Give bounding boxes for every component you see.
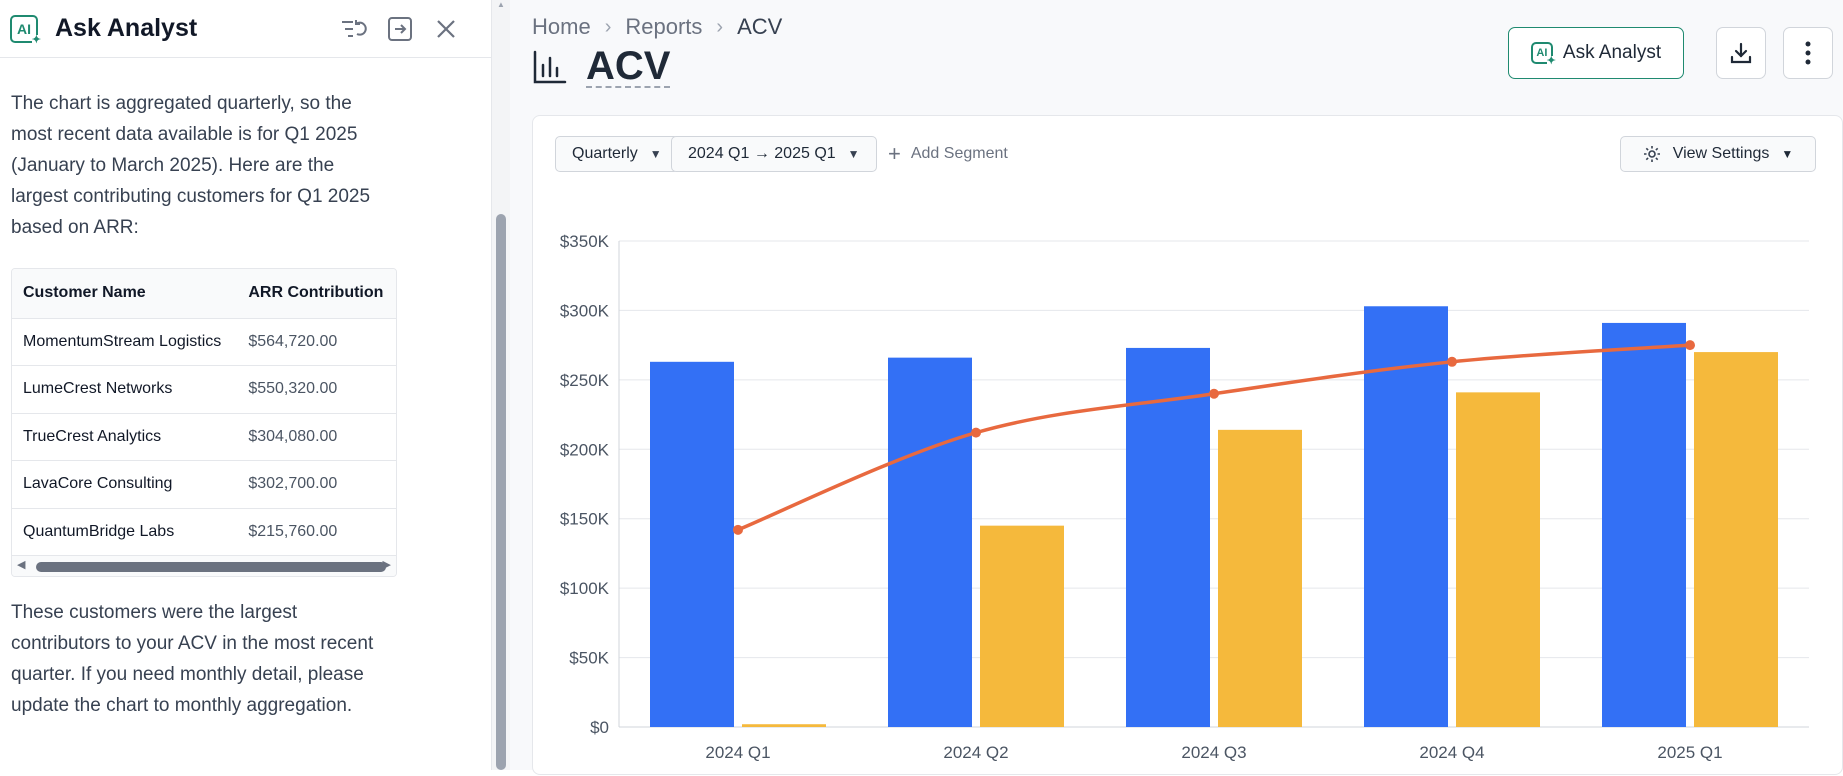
y-tick-label: $0 [590, 718, 609, 737]
customer-name: LumeCrest Networks [12, 365, 238, 414]
trend-point [1685, 340, 1695, 351]
scrollbar-thumb[interactable] [36, 562, 386, 572]
table-row: LumeCrest Networks $550,320.00 [12, 365, 396, 414]
bar-series-a [1364, 306, 1448, 727]
breadcrumb-home[interactable]: Home [532, 14, 591, 39]
chart-card: Quarterly ▼ 2024 Q1 → 2025 Q1 ▼ + Add Se… [532, 115, 1843, 775]
arr-value: $215,760.00 [237, 508, 396, 556]
download-icon [1730, 42, 1752, 64]
panel-scrollbar[interactable]: ▲ [492, 0, 510, 770]
panel-header: AI ✦ Ask Analyst [0, 0, 491, 58]
y-tick-label: $200K [560, 440, 610, 459]
bar-chart-icon [533, 50, 567, 84]
ai-logo-icon: AI ✦ [1530, 42, 1556, 67]
bar-series-a [1126, 347, 1210, 727]
table-row: TrueCrest Analytics $304,080.00 [12, 413, 396, 461]
scroll-right-icon[interactable]: ▶ [382, 559, 391, 571]
column-header-arr: ARR Contribution [237, 269, 396, 319]
bar-series-a [650, 361, 734, 727]
x-tick-label: 2024 Q4 [1419, 743, 1484, 762]
expand-panel-icon[interactable] [387, 16, 413, 42]
arr-value: $304,080.00 [237, 413, 396, 461]
column-header-customer: Customer Name [12, 269, 238, 319]
gear-icon [1643, 146, 1660, 162]
scroll-left-icon[interactable]: ◀ [17, 559, 26, 571]
bar-series-b [742, 724, 826, 727]
chevron-down-icon: ▼ [1781, 147, 1794, 161]
ask-analyst-button[interactable]: AI ✦ Ask Analyst [1508, 27, 1684, 79]
x-tick-label: 2025 Q1 [1657, 743, 1722, 762]
history-icon[interactable] [341, 16, 367, 42]
trend-line [737, 343, 1691, 532]
table-horizontal-scrollbar[interactable]: ◀ ▶ [12, 556, 396, 576]
panel-scrollbar-thumb[interactable] [496, 214, 506, 770]
ask-analyst-panel: AI ✦ Ask Analyst The chart is aggregated … [0, 0, 492, 770]
bar-series-b [1456, 392, 1540, 727]
add-segment-button[interactable]: + Add Segment [888, 136, 1008, 172]
assistant-message-outro: These customers were the largest contrib… [11, 602, 374, 716]
x-tick-label: 2024 Q1 [705, 743, 770, 762]
bar-series-a [1602, 322, 1686, 727]
chevron-right-icon: › [716, 15, 724, 38]
table-header-row: Customer Name ARR Contribution [12, 269, 396, 319]
y-tick-label: $100K [560, 579, 610, 598]
x-tick-label: 2024 Q3 [1181, 743, 1246, 762]
view-settings-label: View Settings [1672, 145, 1770, 162]
arr-value: $302,700.00 [237, 460, 396, 509]
table-row: MomentumStream Logistics $564,720.00 [12, 318, 396, 366]
breadcrumb: Home › Reports › ACV [532, 14, 782, 40]
breadcrumb-current: ACV [737, 14, 783, 39]
arr-value: $564,720.00 [237, 318, 396, 366]
granularity-value: Quarterly [572, 145, 638, 162]
y-tick-label: $300K [560, 301, 610, 320]
plus-icon: + [888, 141, 901, 166]
customer-name: LavaCore Consulting [12, 460, 238, 509]
view-settings-button[interactable]: View Settings ▼ [1620, 136, 1816, 172]
customer-table: Customer Name ARR Contribution MomentumS… [11, 268, 397, 577]
date-range-value: 2024 Q1 → 2025 Q1 [688, 145, 836, 162]
granularity-select[interactable]: Quarterly ▼ [555, 136, 679, 172]
y-tick-label: $50K [569, 649, 609, 668]
chevron-down-icon: ▼ [847, 147, 860, 161]
bar-series-b [1694, 352, 1778, 727]
trend-point [733, 524, 743, 535]
date-range-select[interactable]: 2024 Q1 → 2025 Q1 ▼ [671, 136, 877, 172]
ask-analyst-label: Ask Analyst [1562, 42, 1662, 63]
x-tick-label: 2024 Q2 [943, 743, 1008, 762]
page-title[interactable]: ACV [586, 44, 671, 88]
close-icon[interactable] [433, 16, 459, 42]
y-tick-label: $150K [560, 510, 610, 529]
y-tick-label: $250K [560, 371, 610, 390]
breadcrumb-reports[interactable]: Reports [625, 14, 703, 39]
y-tick-label: $350K [560, 232, 610, 251]
table-row: LavaCore Consulting $302,700.00 [12, 460, 396, 509]
more-options-button[interactable] [1783, 27, 1833, 79]
panel-title: Ask Analyst [55, 14, 198, 42]
assistant-message-intro: The chart is aggregated quarterly, so th… [11, 93, 371, 238]
scroll-up-icon[interactable]: ▲ [497, 0, 505, 9]
customer-name: MomentumStream Logistics [12, 318, 238, 366]
report-view: Home › Reports › ACV ACV AI ✦ Ask Analyst… [510, 0, 1843, 775]
trend-point [1209, 388, 1219, 399]
arr-value: $550,320.00 [237, 365, 396, 414]
bar-series-a [888, 357, 972, 727]
bar-series-b [980, 525, 1064, 727]
table-row: QuantumBridge Labs $215,760.00 [12, 508, 396, 556]
customer-name: QuantumBridge Labs [12, 508, 238, 556]
bar-series-b [1218, 429, 1302, 727]
more-vertical-icon [1805, 41, 1811, 65]
chevron-down-icon: ▼ [649, 147, 662, 161]
add-segment-label: Add Segment [910, 145, 1008, 162]
trend-point [971, 427, 981, 438]
ai-logo-icon: AI ✦ [10, 14, 41, 46]
trend-point [1447, 356, 1457, 367]
chevron-right-icon: › [604, 15, 612, 38]
customer-name: TrueCrest Analytics [12, 413, 238, 461]
acv-chart: $0 $50K $100K $150K $200K $250K $300K $350K 2024… [560, 232, 1809, 762]
download-button[interactable] [1716, 27, 1766, 79]
